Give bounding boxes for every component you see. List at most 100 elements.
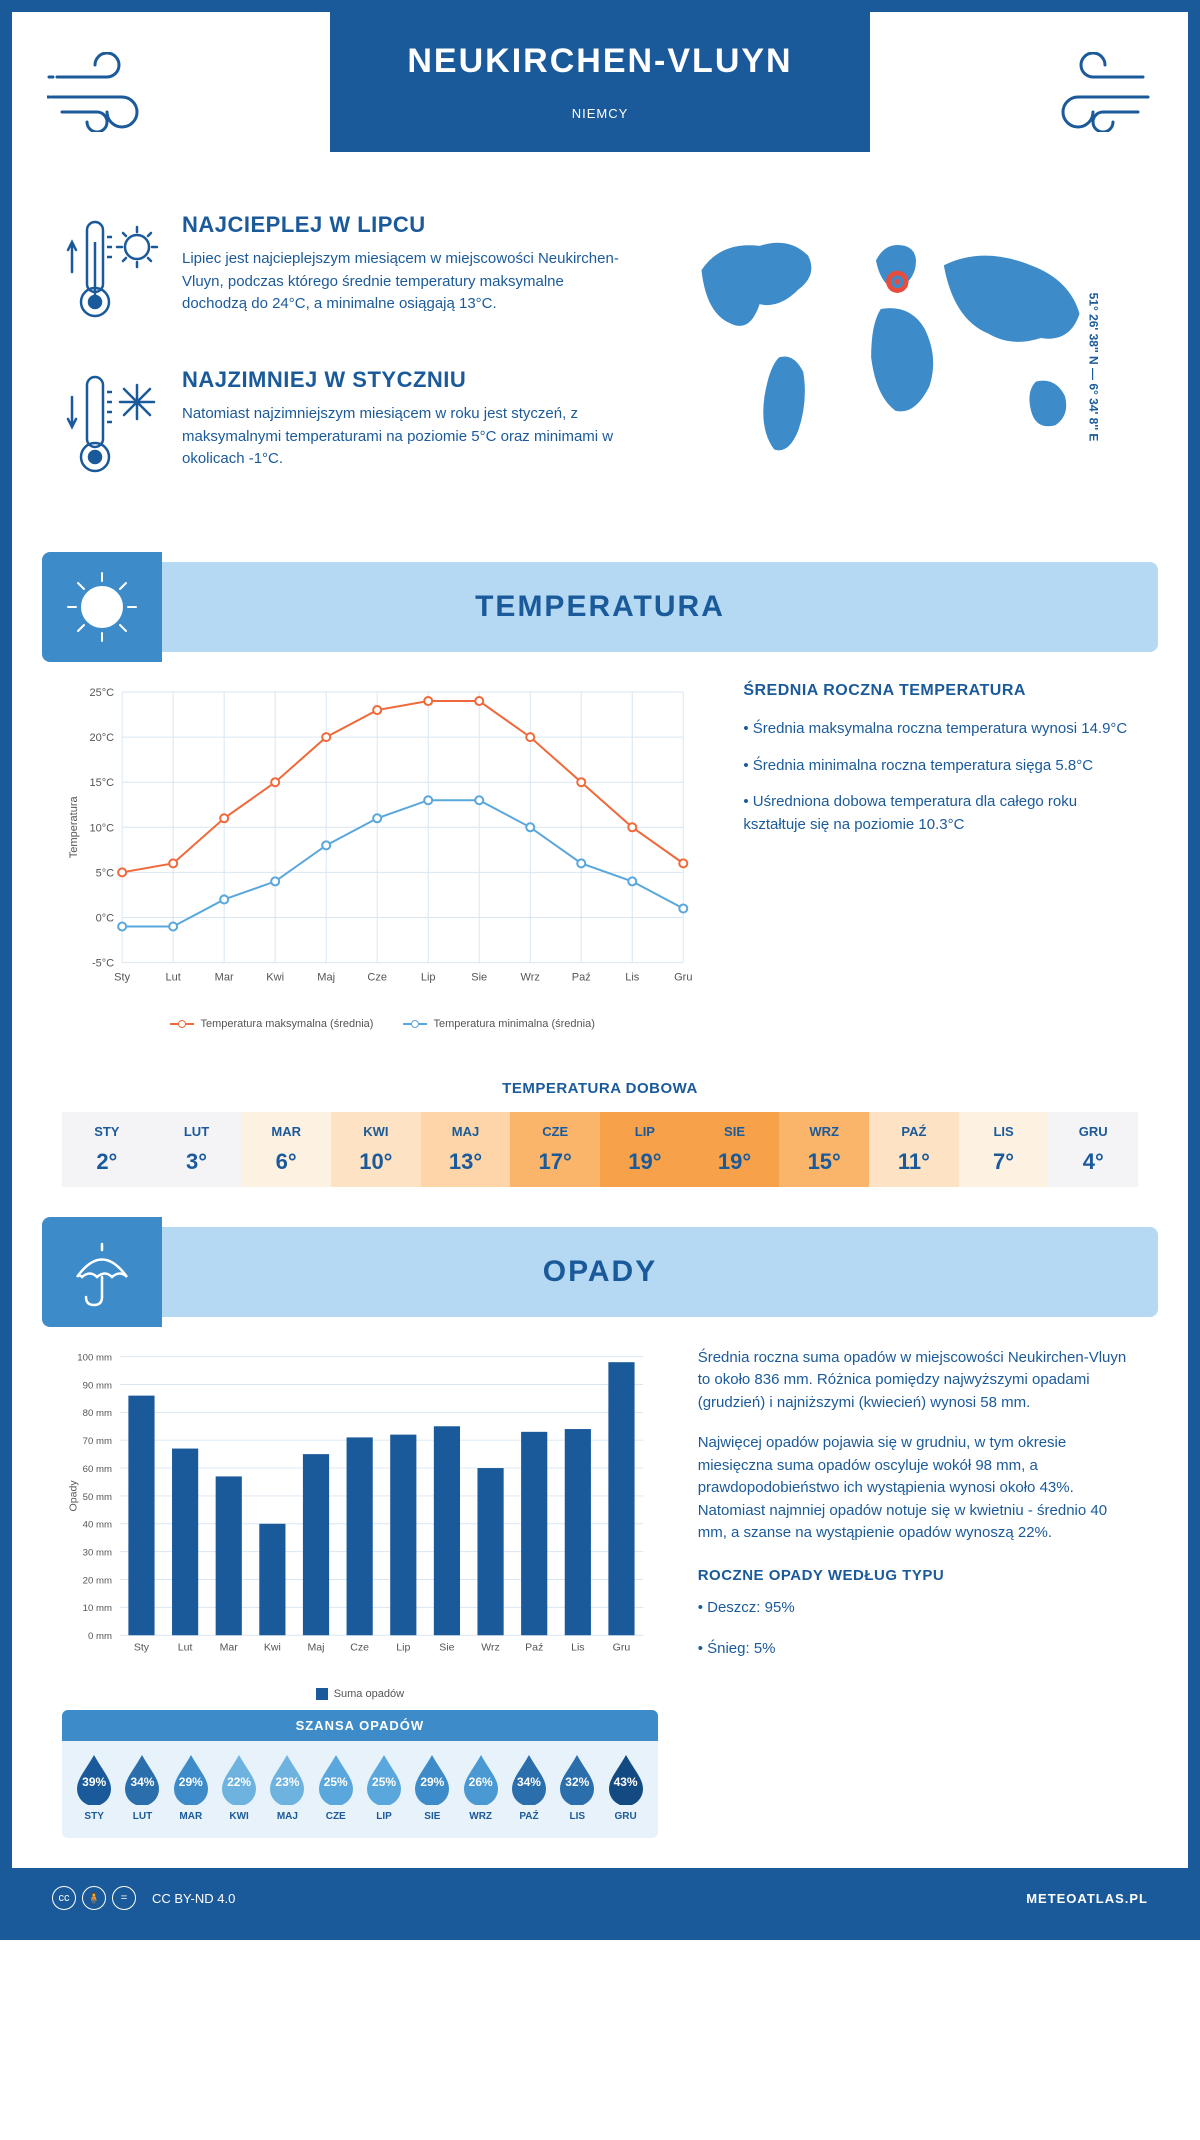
daily-month: MAJ bbox=[421, 1124, 511, 1139]
svg-text:50 mm: 50 mm bbox=[83, 1491, 112, 1502]
temp-summary-title: ŚREDNIA ROCZNA TEMPERATURA bbox=[743, 682, 1138, 700]
daily-cell: WRZ15° bbox=[779, 1112, 869, 1187]
daily-cell: SIE19° bbox=[690, 1112, 780, 1187]
cc-icon: cc bbox=[52, 1886, 76, 1910]
chance-month: GRU bbox=[601, 1811, 649, 1822]
chance-value: 39% bbox=[82, 1775, 106, 1789]
rain-drop-icon: 29% bbox=[411, 1753, 453, 1805]
coldest-title: NAJZIMNIEJ W STYCZNIU bbox=[182, 367, 623, 393]
daily-cell: LIP 19° bbox=[600, 1112, 690, 1187]
chance-month: MAJ bbox=[263, 1811, 311, 1822]
svg-text:10°C: 10°C bbox=[89, 822, 114, 834]
daily-month: LIP bbox=[600, 1124, 690, 1139]
daily-month: LIS bbox=[959, 1124, 1049, 1139]
daily-value: 10° bbox=[331, 1149, 421, 1175]
precip-title: OPADY bbox=[543, 1255, 657, 1289]
title-banner: NEUKIRCHEN-VLUYN NIEMCY bbox=[330, 12, 870, 152]
city-name: NEUKIRCHEN-VLUYN bbox=[330, 42, 870, 81]
svg-text:0 mm: 0 mm bbox=[88, 1631, 112, 1642]
precip-type-title: ROCZNE OPADY WEDŁUG TYPU bbox=[698, 1565, 1138, 1588]
precip-chance-strip: SZANSA OPADÓW 39% STY 34% LUT 29% MAR 22… bbox=[62, 1710, 658, 1838]
country-name: NIEMCY bbox=[330, 106, 870, 121]
daily-month: WRZ bbox=[779, 1124, 869, 1139]
warmest-title: NAJCIEPLEJ W LIPCU bbox=[182, 212, 623, 238]
daily-temp-table: STY2°LUT3°MAR6°KWI10°MAJ13°CZE17°LIP19°S… bbox=[62, 1112, 1138, 1187]
chance-month: MAR bbox=[167, 1811, 215, 1822]
chance-cell: 23% MAJ bbox=[263, 1753, 311, 1822]
svg-text:Gru: Gru bbox=[613, 1641, 631, 1653]
svg-text:Wrz: Wrz bbox=[481, 1641, 500, 1653]
chance-cell: 34% PAŹ bbox=[505, 1753, 553, 1822]
svg-text:Mar: Mar bbox=[215, 972, 234, 984]
chance-value: 25% bbox=[372, 1775, 396, 1789]
daily-cell: KWI 10° bbox=[331, 1112, 421, 1187]
svg-text:20°C: 20°C bbox=[89, 732, 114, 744]
brand: METEOATLAS.PL bbox=[1026, 1891, 1148, 1906]
svg-text:Paź: Paź bbox=[525, 1641, 543, 1653]
legend-precip: Suma opadów bbox=[334, 1688, 404, 1700]
thermometer-snow-icon bbox=[62, 367, 162, 492]
daily-month: STY bbox=[62, 1124, 152, 1139]
intro-section: NAJCIEPLEJ W LIPCU Lipiec jest najcieple… bbox=[12, 192, 1188, 562]
rain-drop-icon: 43% bbox=[605, 1753, 647, 1805]
chance-cell: 29% MAR bbox=[167, 1753, 215, 1822]
svg-text:Lut: Lut bbox=[178, 1641, 193, 1653]
svg-text:Kwi: Kwi bbox=[266, 972, 284, 984]
wind-icon-right bbox=[1033, 52, 1153, 132]
chance-cell: 25% CZE bbox=[312, 1753, 360, 1822]
svg-text:Maj: Maj bbox=[308, 1641, 325, 1653]
legend-min: Temperatura minimalna (średnia) bbox=[433, 1018, 594, 1030]
coordinates: 51° 26' 38'' N — 6° 34' 8'' E bbox=[1087, 293, 1101, 442]
svg-text:Temperatura: Temperatura bbox=[68, 796, 80, 859]
temperature-section-header: TEMPERATURA bbox=[42, 562, 1158, 652]
precip-snow: • Śnieg: 5% bbox=[698, 1638, 1138, 1661]
svg-text:Mar: Mar bbox=[220, 1641, 239, 1653]
footer: cc 🧍 = CC BY-ND 4.0 METEOATLAS.PL bbox=[12, 1868, 1188, 1928]
daily-value: 19° bbox=[600, 1149, 690, 1175]
rain-drop-icon: 26% bbox=[460, 1753, 502, 1805]
daily-temp-title: TEMPERATURA DOBOWA bbox=[12, 1080, 1188, 1097]
daily-cell: STY2° bbox=[62, 1112, 152, 1187]
chance-value: 26% bbox=[469, 1775, 493, 1789]
chance-month: KWI bbox=[215, 1811, 263, 1822]
daily-cell: MAJ13° bbox=[421, 1112, 511, 1187]
rain-drop-icon: 34% bbox=[508, 1753, 550, 1805]
daily-month: PAŹ bbox=[869, 1124, 959, 1139]
svg-text:25°C: 25°C bbox=[89, 687, 114, 699]
svg-text:Opady: Opady bbox=[67, 1479, 79, 1511]
svg-text:Paź: Paź bbox=[572, 972, 591, 984]
chance-month: LIP bbox=[360, 1811, 408, 1822]
svg-text:Lip: Lip bbox=[421, 972, 436, 984]
rain-drop-icon: 22% bbox=[218, 1753, 260, 1805]
chance-month: PAŹ bbox=[505, 1811, 553, 1822]
thermometer-sun-icon bbox=[62, 212, 162, 337]
daily-cell: GRU4° bbox=[1048, 1112, 1138, 1187]
by-icon: 🧍 bbox=[82, 1886, 106, 1910]
world-map bbox=[653, 212, 1138, 472]
header: NEUKIRCHEN-VLUYN NIEMCY bbox=[12, 12, 1188, 192]
chance-month: CZE bbox=[312, 1811, 360, 1822]
rain-drop-icon: 29% bbox=[170, 1753, 212, 1805]
svg-text:Kwi: Kwi bbox=[264, 1641, 281, 1653]
chance-value: 29% bbox=[179, 1775, 203, 1789]
daily-value: 3° bbox=[152, 1149, 242, 1175]
chance-value: 34% bbox=[517, 1775, 541, 1789]
umbrella-icon bbox=[42, 1217, 162, 1327]
chance-value: 25% bbox=[324, 1775, 348, 1789]
rain-drop-icon: 23% bbox=[266, 1753, 308, 1805]
daily-month: KWI bbox=[331, 1124, 421, 1139]
chance-month: STY bbox=[70, 1811, 118, 1822]
chance-cell: 39% STY bbox=[70, 1753, 118, 1822]
temp-legend: Temperatura maksymalna (średnia) Tempera… bbox=[62, 1018, 703, 1030]
chance-cell: 25% LIP bbox=[360, 1753, 408, 1822]
rain-drop-icon: 32% bbox=[556, 1753, 598, 1805]
daily-value: 11° bbox=[869, 1149, 959, 1175]
warmest-block: NAJCIEPLEJ W LIPCU Lipiec jest najcieple… bbox=[62, 212, 623, 337]
chance-cell: 34% LUT bbox=[118, 1753, 166, 1822]
chance-cell: 43% GRU bbox=[601, 1753, 649, 1822]
chance-month: LIS bbox=[553, 1811, 601, 1822]
legend-max: Temperatura maksymalna (średnia) bbox=[200, 1018, 373, 1030]
sun-icon bbox=[42, 552, 162, 662]
svg-text:40 mm: 40 mm bbox=[83, 1519, 112, 1530]
rain-drop-icon: 39% bbox=[73, 1753, 115, 1805]
